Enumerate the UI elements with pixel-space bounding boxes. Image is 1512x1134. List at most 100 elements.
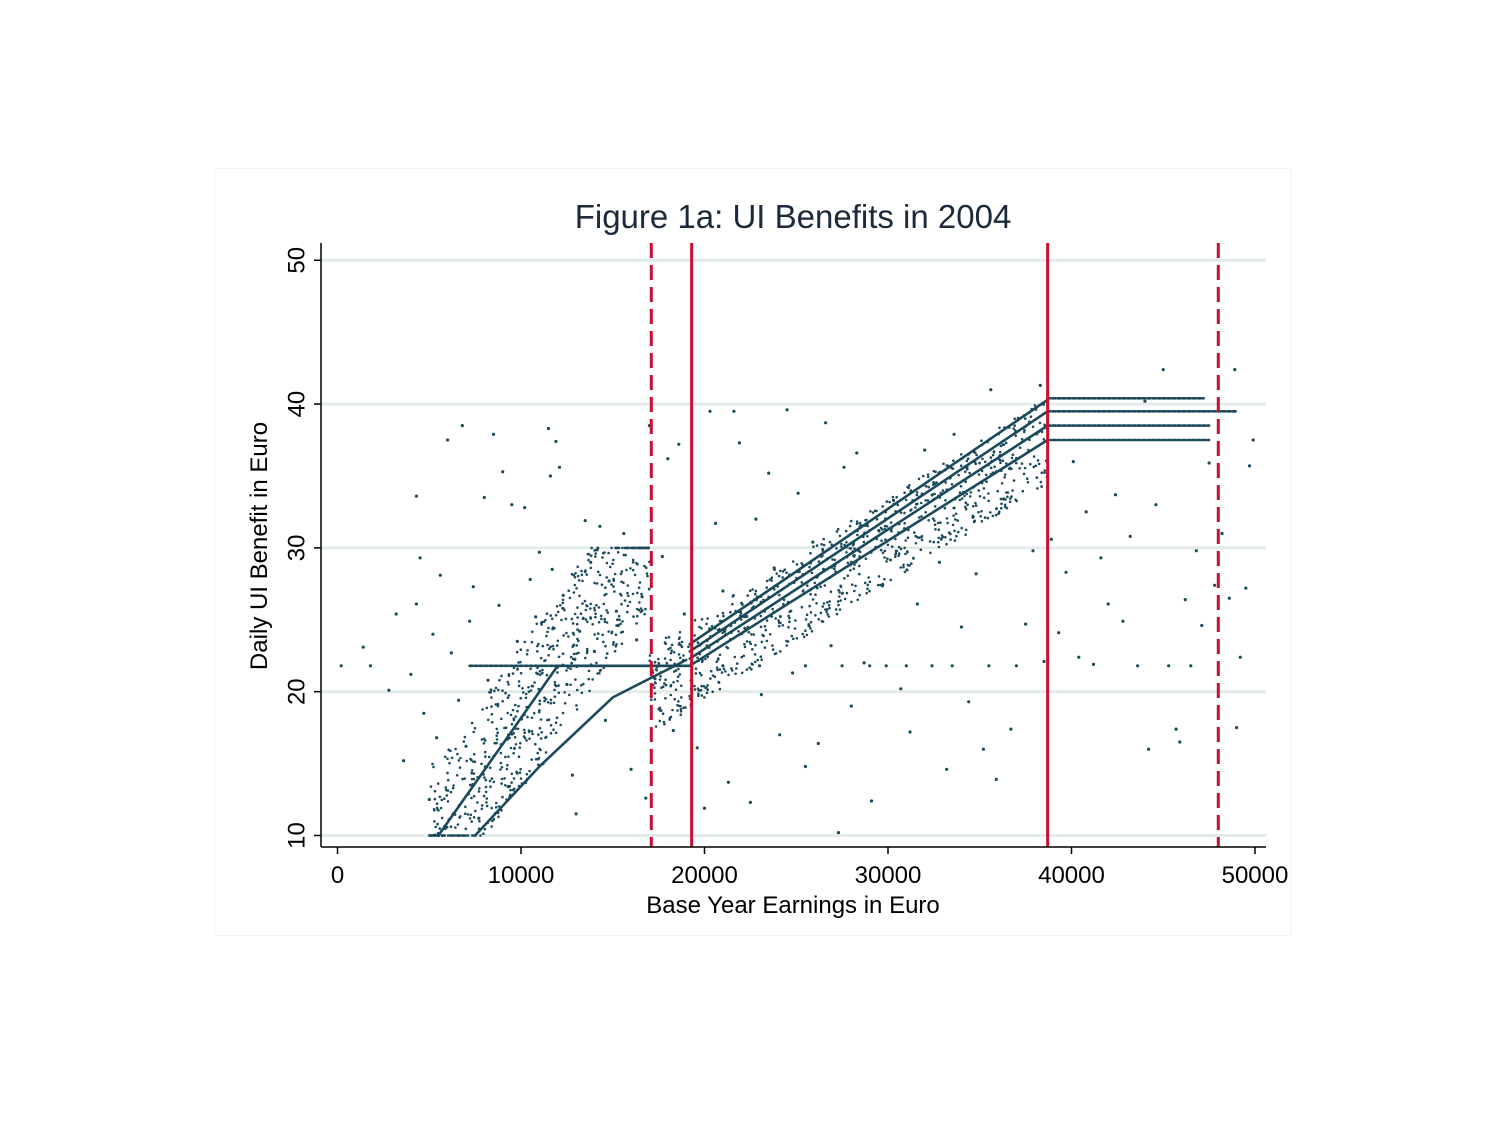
scatter-point-bg-1-296 — [980, 520, 984, 523]
scatter-point-bg-0-438 — [594, 555, 597, 558]
scatter-point-134 — [1147, 747, 1151, 751]
scatter-point-bg-0-612 — [443, 834, 447, 837]
scatter-point-bg-0-491 — [504, 784, 507, 787]
scatter-point-bg-1-442 — [716, 668, 719, 672]
y-tick-label-20: 20 — [283, 678, 310, 705]
scatter-point-bg-1-852 — [778, 593, 781, 597]
scatter-point-bg-1-199 — [659, 675, 662, 678]
scatter-point-bg-0-374 — [464, 827, 468, 831]
scatter-point-bg-1-169 — [889, 578, 892, 582]
scatter-point-62 — [666, 457, 670, 461]
scatter-point-bg-1-96 — [856, 533, 859, 537]
scatter-point-bg-1-662 — [982, 496, 986, 500]
scatter-point-bg-0-80 — [614, 633, 618, 637]
scatter-point-bg-1-378 — [918, 536, 921, 539]
scatter-point-bg-0-520 — [511, 788, 515, 792]
scatter-point-bg-0-558 — [478, 819, 481, 823]
scatter-point-bg-0-37 — [512, 777, 516, 780]
scatter-point-bg-0-63 — [522, 728, 526, 732]
scatter-point-bg-0-671 — [626, 584, 630, 587]
scatter-point-bg-1-698 — [903, 546, 906, 550]
scatter-point-bg-0-547 — [450, 834, 453, 837]
scatter-point-bg-1-832 — [865, 591, 868, 595]
scatter-point-bg-1-290 — [837, 588, 840, 592]
scatter-point-bg-1-422 — [894, 553, 897, 556]
scatter-point-157 — [803, 664, 808, 668]
scatter-point-bg-0-463 — [504, 691, 507, 695]
scatter-point-bg-0-690 — [521, 687, 524, 690]
scatter-point-bg-0-349 — [499, 768, 502, 771]
scatter-point-bg-0-658 — [575, 587, 578, 590]
scatter-point-bg-1-497 — [1031, 425, 1035, 429]
scatter-point-bg-0-124 — [434, 825, 438, 829]
scatter-point-bg-1-536 — [706, 684, 709, 687]
scatter-point-0 — [339, 664, 343, 668]
scatter-point-bg-1-542 — [999, 507, 1003, 510]
scatter-point-bg-1-516 — [667, 636, 671, 639]
scatter-point-bg-1-680 — [1015, 461, 1018, 465]
scatter-point-bg-0-288 — [546, 701, 550, 704]
scatter-point-bg-1-20 — [677, 667, 680, 671]
scatter-point-bg-1-714 — [937, 528, 941, 531]
scatter-point-79 — [767, 471, 771, 475]
scatter-point-bg-1-865 — [1011, 489, 1014, 492]
scatter-point-bg-1-727 — [930, 493, 934, 497]
scatter-point-bg-0-553 — [527, 686, 530, 689]
scatter-point-bg-0-417 — [484, 755, 487, 758]
scatter-point-bg-0-105 — [541, 671, 544, 675]
scatter-point-bg-0-390 — [561, 601, 565, 605]
scatter-point-bg-1-802 — [1040, 485, 1043, 488]
scatter-point-bg-0-647 — [573, 576, 577, 579]
scatter-point-bg-1-762 — [753, 592, 757, 596]
scatter-point-bg-0-480 — [482, 742, 486, 745]
scatter-point-93 — [855, 451, 859, 455]
scatter-point-bg-0-346 — [584, 608, 588, 612]
scatter-point-120 — [1049, 537, 1053, 541]
schedule-line-4 — [688, 424, 1049, 660]
scatter-point-bg-1-590 — [705, 622, 708, 626]
scatter-point-bg-0-554 — [543, 699, 546, 703]
scatter-point-bg-0-282 — [561, 598, 565, 602]
scatter-point-bg-0-532 — [445, 825, 449, 829]
scatter-point-bg-0-476 — [552, 728, 555, 731]
scatter-point-bg-0-98 — [534, 742, 537, 746]
scatter-point-bg-0-523 — [491, 721, 494, 724]
scatter-point-bg-0-290 — [617, 614, 621, 618]
scatter-point-bg-0-456 — [519, 777, 523, 780]
scatter-point-bg-0-498 — [433, 797, 437, 801]
scatter-point-bg-0-546 — [458, 766, 462, 769]
scatter-point-bg-0-293 — [493, 689, 496, 693]
scatter-point-bg-0-335 — [599, 614, 603, 618]
scatter-point-bg-1-887 — [1021, 489, 1025, 493]
scatter-point-bg-1-352 — [1001, 459, 1005, 463]
scatter-point-bg-0-632 — [504, 726, 508, 729]
scatter-point-bg-0-667 — [526, 649, 529, 652]
scatter-point-bg-0-693 — [585, 604, 588, 607]
scatter-point-bg-1-746 — [866, 535, 869, 538]
scatter-point-bg-0-640 — [480, 762, 483, 766]
scatter-point-bg-0-593 — [591, 678, 594, 681]
scatter-point-bg-0-5 — [601, 633, 604, 637]
scatter-point-54 — [622, 531, 626, 536]
scatter-point-bg-0-264 — [552, 647, 555, 651]
scatter-point-bg-1-530 — [765, 586, 768, 589]
scatter-point-bg-1-750 — [731, 595, 735, 598]
scatter-point-bg-0-350 — [600, 583, 604, 586]
scatter-point-bg-1-327 — [822, 543, 826, 547]
scatter-point-bg-1-117 — [1039, 480, 1043, 484]
scatter-point-bg-0-387 — [456, 823, 460, 826]
scatter-point-bg-0-109 — [582, 682, 585, 686]
scatter-point-bg-0-397 — [570, 617, 574, 621]
scatter-point-bg-0-275 — [635, 607, 639, 611]
scatter-point-bg-1-263 — [960, 526, 963, 530]
scatter-point-bg-0-619 — [437, 809, 440, 812]
scatter-point-bg-0-684 — [453, 834, 457, 837]
scatter-point-bg-1-595 — [718, 653, 722, 657]
scatter-point-bg-1-222 — [715, 666, 719, 669]
scatter-point-129 — [1113, 493, 1118, 497]
scatter-point-bg-1-513 — [817, 560, 821, 563]
scatter-point-bg-1-301 — [825, 610, 828, 614]
scatter-point-bg-1-483 — [885, 500, 889, 503]
scatter-point-bg-1-30 — [665, 661, 669, 665]
scatter-point-bg-0-232 — [600, 617, 603, 621]
